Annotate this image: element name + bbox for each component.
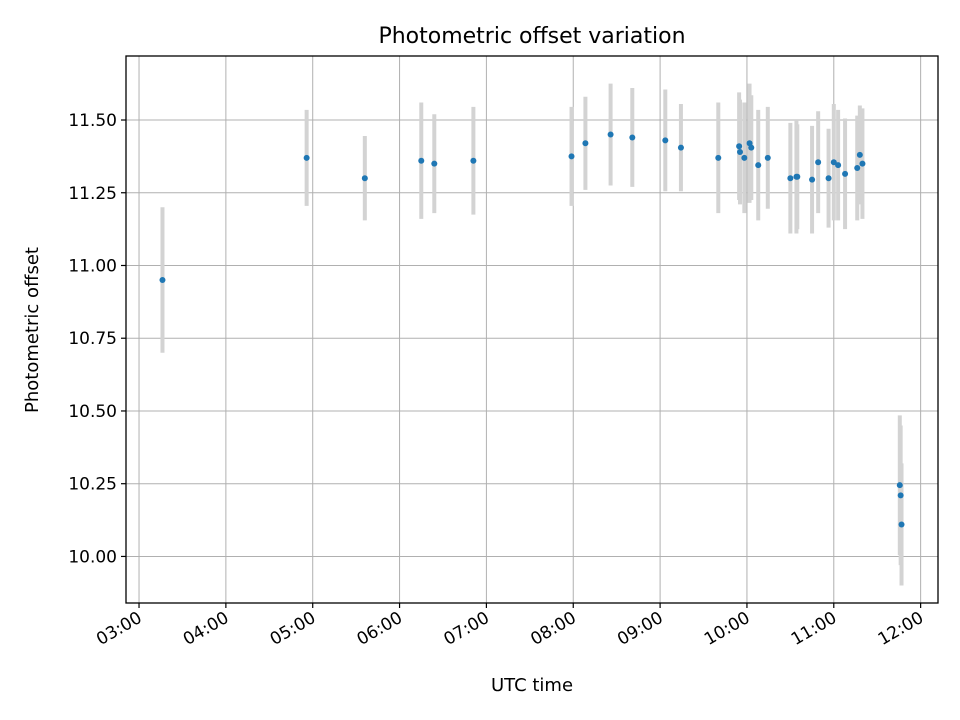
data-point — [898, 521, 905, 528]
y-tick-label: 11.25 — [68, 184, 117, 204]
data-point — [755, 162, 762, 169]
data-point — [470, 157, 477, 164]
data-point — [741, 154, 748, 161]
y-tick-label: 10.75 — [68, 329, 117, 349]
data-point — [431, 160, 438, 167]
y-tick-label: 11.50 — [68, 111, 117, 131]
data-point — [842, 170, 849, 177]
plot-frame — [125, 55, 939, 604]
data-point — [897, 492, 904, 499]
data-point — [418, 157, 425, 164]
data-point — [830, 159, 837, 166]
data-point — [787, 175, 794, 182]
data-point — [677, 144, 684, 151]
data-point — [809, 176, 816, 183]
y-axis-label: Photometric offset — [22, 247, 43, 413]
data-point — [748, 144, 755, 151]
y-tick-label: 11.00 — [68, 256, 117, 276]
data-point — [835, 162, 842, 169]
y-tick-label: 10.00 — [68, 547, 117, 567]
data-point — [303, 154, 310, 161]
data-point — [736, 143, 743, 150]
data-point — [854, 165, 861, 172]
data-point — [715, 154, 722, 161]
data-point — [159, 277, 166, 284]
data-point — [815, 159, 822, 166]
y-tick-label: 10.25 — [68, 475, 117, 495]
data-point — [825, 175, 832, 182]
data-point — [859, 160, 866, 167]
point-layer — [159, 131, 905, 528]
y-tick-label: 10.50 — [68, 402, 117, 422]
data-point — [361, 175, 368, 182]
data-point — [856, 151, 863, 158]
chart-title: Photometric offset variation — [378, 24, 685, 49]
x-axis-label: UTC time — [491, 675, 573, 696]
data-point — [736, 149, 743, 156]
data-point — [607, 131, 614, 138]
data-point — [582, 140, 589, 147]
data-point — [794, 173, 801, 180]
data-point — [629, 134, 636, 141]
data-point — [568, 153, 575, 160]
data-point — [662, 137, 669, 144]
data-point — [764, 154, 771, 161]
data-point — [896, 482, 903, 489]
